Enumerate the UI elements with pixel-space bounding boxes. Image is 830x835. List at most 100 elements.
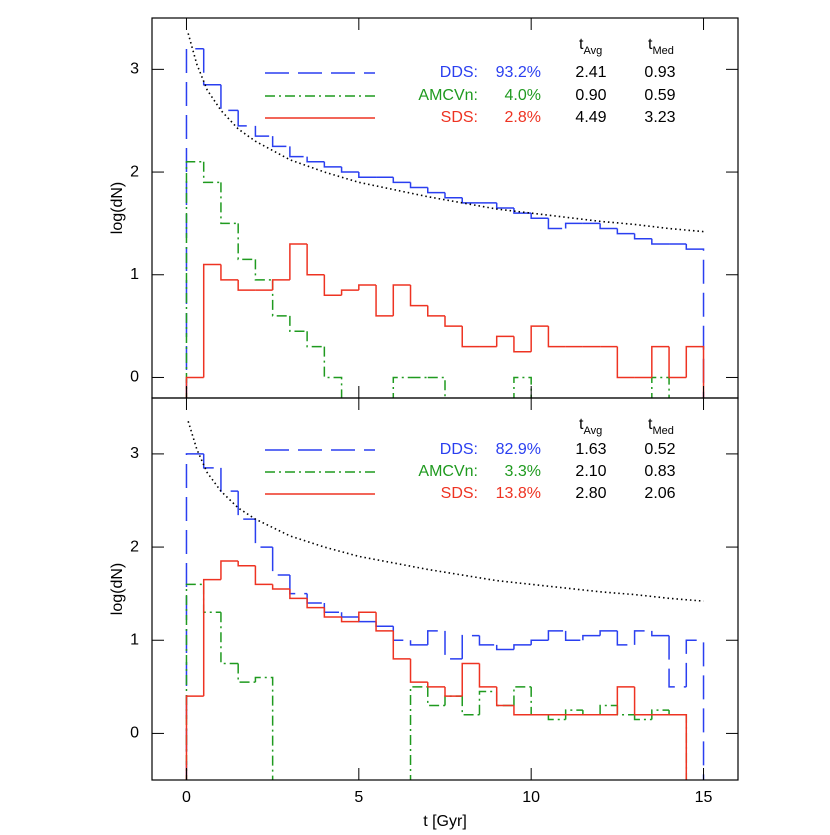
histogram-step — [444, 695, 463, 706]
histogram-step — [220, 182, 239, 225]
histogram-step — [237, 491, 256, 520]
histogram-step — [513, 336, 532, 353]
reference-curve — [187, 33, 704, 233]
histogram-step — [444, 630, 463, 660]
histogram-step — [616, 705, 635, 716]
histogram-step — [444, 192, 463, 199]
y-tick-label: 1 — [130, 266, 139, 283]
x-axis-label: t [Gyr] — [423, 813, 467, 830]
histogram-step — [289, 146, 308, 158]
histogram-step — [478, 635, 497, 646]
plot-frame — [151, 397, 739, 781]
histogram-step — [685, 345, 705, 398]
histogram-step — [358, 284, 377, 291]
y-axis-label: log(dN) — [109, 563, 126, 615]
y-axis-label: log(dN) — [109, 182, 126, 234]
histogram-step — [340, 166, 359, 173]
histogram-step — [616, 630, 635, 646]
histogram-step — [392, 376, 411, 398]
plot-area — [185, 421, 705, 780]
histogram-step — [461, 326, 480, 348]
histogram-step — [530, 325, 549, 352]
histogram-step — [409, 658, 428, 683]
histogram-step — [392, 626, 411, 641]
histogram-step — [220, 467, 239, 492]
legend-t-med: 2.06 — [644, 485, 675, 502]
histogram-step — [513, 376, 532, 398]
histogram-step — [220, 84, 239, 112]
histogram-step — [323, 161, 342, 168]
histogram-step — [547, 326, 566, 348]
histogram-step — [495, 644, 514, 651]
histogram-step — [633, 714, 652, 721]
histogram-step — [392, 284, 411, 316]
histogram-step — [185, 695, 204, 780]
legend-name: DDS: — [440, 64, 478, 81]
header-sub: Avg — [583, 425, 602, 437]
legend-header: tMed — [648, 416, 674, 437]
histogram-step — [513, 644, 532, 650]
histogram-step — [685, 639, 705, 780]
x-tick-label: 10 — [522, 789, 540, 806]
header-sub: Med — [652, 425, 673, 437]
y-tick-label: 2 — [130, 538, 139, 555]
histogram-step — [358, 616, 377, 623]
histogram-step — [651, 345, 670, 378]
histogram-step — [375, 612, 394, 632]
histogram-step — [375, 621, 394, 628]
histogram-step — [220, 560, 239, 580]
reference-curve — [187, 421, 704, 602]
legend-name: SDS: — [441, 109, 478, 126]
histogram-step — [633, 233, 652, 240]
histogram-step — [668, 346, 687, 379]
histogram-step — [651, 238, 670, 245]
histogram-step — [427, 630, 445, 645]
histogram-step — [530, 213, 549, 220]
histogram-step — [513, 208, 532, 214]
legend-header: tAvg — [579, 416, 602, 437]
plot-area — [185, 33, 705, 398]
histogram-step — [668, 710, 688, 780]
legend-share: 4.0% — [505, 87, 541, 104]
legend-name: AMCVn: — [418, 463, 478, 480]
histogram-step — [478, 663, 497, 688]
histogram-step — [202, 48, 221, 86]
histogram-step — [633, 686, 652, 716]
histogram-step — [237, 279, 256, 291]
histogram-step — [651, 709, 670, 720]
y-tick-label: 3 — [130, 445, 139, 462]
legend-share: 3.3% — [505, 463, 541, 480]
histogram-step — [668, 635, 687, 688]
y-tick-label: 0 — [130, 369, 139, 386]
histogram-step — [323, 274, 342, 297]
histogram-step — [427, 187, 445, 194]
histogram-step — [427, 376, 446, 398]
histogram-step — [599, 223, 618, 230]
legend-t-avg: 4.49 — [575, 109, 606, 126]
legend-t-med: 0.59 — [644, 87, 675, 104]
histogram-step — [202, 578, 221, 697]
histogram-step — [220, 612, 239, 665]
legend-t-med: 3.23 — [644, 109, 675, 126]
legend-name: SDS: — [441, 485, 478, 502]
histogram-step — [530, 639, 549, 645]
y-tick-label: 3 — [130, 61, 139, 78]
histogram-step — [254, 676, 274, 780]
legend-name: AMCVn: — [418, 87, 478, 104]
histogram-step — [427, 682, 445, 688]
histogram-step — [271, 136, 290, 148]
legend-share: 82.9% — [496, 441, 541, 458]
histogram-step — [495, 686, 514, 707]
histogram-step — [651, 630, 670, 637]
histogram-step — [495, 691, 514, 707]
header-sub: Med — [652, 45, 673, 57]
histogram-step — [358, 611, 377, 622]
histogram-step — [513, 686, 532, 706]
legend-share: 93.2% — [496, 64, 541, 81]
legend-header: tMed — [648, 36, 674, 57]
histogram-step — [409, 686, 428, 780]
legend-share: 2.8% — [505, 109, 541, 126]
histogram-step — [289, 589, 308, 600]
histogram-step — [547, 630, 566, 641]
legend-t-avg: 2.41 — [575, 64, 606, 81]
